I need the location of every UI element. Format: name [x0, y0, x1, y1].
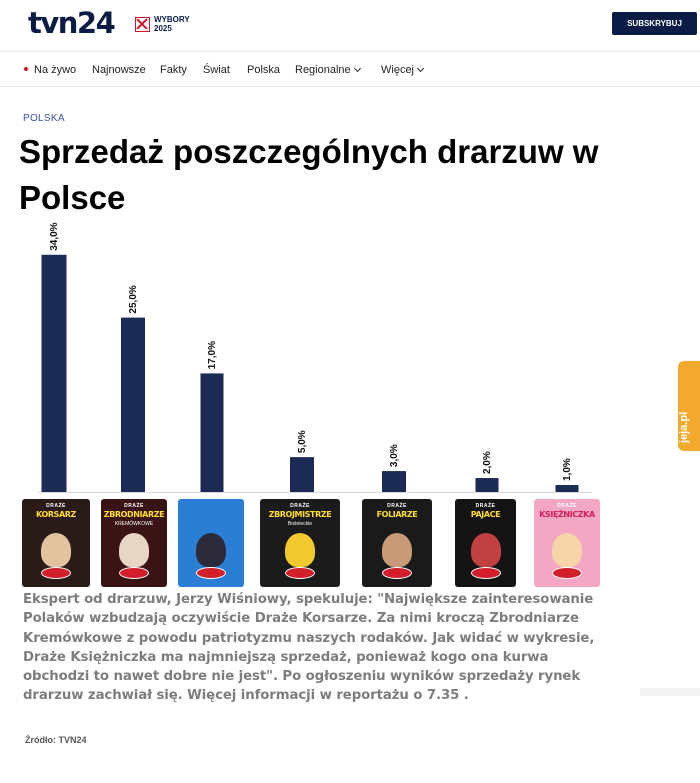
- nav-item-newest[interactable]: Najnowsze: [92, 64, 146, 76]
- main-nav: Na żywo Najnowsze Fakty Świat Polska Reg…: [0, 53, 700, 87]
- nav-item-more[interactable]: Więcej: [381, 64, 425, 76]
- bar-value-label-0: 34,0%: [49, 222, 60, 250]
- ballot-x-icon: [135, 16, 150, 32]
- subscribe-button[interactable]: SUBSKRYBUJ: [612, 12, 697, 35]
- live-dot-icon: [24, 67, 28, 72]
- bar-value-label-4: 3,0%: [389, 444, 400, 467]
- product-pack-5: DRAŻE PAJACE: [455, 499, 516, 587]
- jeja-side-tab[interactable]: jeja.pl: [678, 361, 700, 451]
- bar-value-label-3: 5,0%: [297, 430, 308, 453]
- product-pack-4: DRAŻE FOLIARZE: [362, 499, 432, 587]
- pack-character-image: [552, 533, 582, 567]
- pack-brand: DRAŻE: [124, 503, 144, 509]
- bar-1: [121, 317, 145, 492]
- pack-brand: DRAŻE: [46, 503, 66, 509]
- brand-oval-logo: [552, 567, 582, 579]
- pack-name: KORSARZ: [36, 510, 76, 519]
- brand-oval-logo: [382, 567, 412, 579]
- wybory-label: WYBORY 2025: [154, 15, 190, 33]
- sales-bar-chart: 34,0% 25,0% 17,0% 5,0% 3,0% 2,0% 1,0%: [38, 222, 592, 493]
- product-pack-6: DRAŻE KSIĘŻNICZKA: [534, 499, 600, 587]
- bar-value-label-2: 17,0%: [207, 341, 218, 369]
- nav-item-regional[interactable]: Regionalne: [295, 64, 361, 76]
- nav-item-world[interactable]: Świat: [203, 64, 230, 76]
- chevron-down-icon: [353, 64, 361, 73]
- article-body: Ekspert od drarzuw, Jerzy Wiśniowy, spek…: [23, 592, 595, 704]
- bar-6: [555, 485, 579, 492]
- bar-0: [41, 254, 67, 492]
- pack-name: PAJACE: [470, 510, 501, 519]
- pack-character-image: [196, 533, 226, 567]
- bar-5: [475, 478, 499, 492]
- site-header: tvn24 WYBORY 2025 SUBSKRYBUJ: [0, 0, 700, 52]
- bar-value-label-5: 2,0%: [482, 451, 493, 474]
- source-credit: Źródło: TVN24: [25, 735, 87, 745]
- nav-item-poland[interactable]: Polska: [247, 64, 281, 76]
- pack-character-image: [41, 533, 71, 567]
- pack-brand: DRAŻE: [557, 503, 577, 509]
- pack-name: FOLIARZE: [376, 510, 418, 519]
- chevron-down-icon: [416, 64, 425, 73]
- nav-item-facts[interactable]: Fakty: [160, 64, 187, 76]
- brand-oval-logo: [196, 567, 226, 579]
- bar-2: [200, 373, 224, 492]
- tvn24-logo[interactable]: tvn24: [28, 6, 116, 40]
- product-pack-1: DRAŻE ZBRODNIARZE KREMÓWKOWE: [101, 499, 167, 587]
- pack-brand: DRAŻE: [475, 503, 496, 509]
- section-label[interactable]: POLSKA: [23, 113, 65, 124]
- pack-character-image: [285, 533, 315, 567]
- pack-character-image: [470, 533, 501, 567]
- side-divider: [640, 688, 700, 696]
- pack-subtitle: Bośnieckie: [287, 521, 313, 527]
- pack-name: ZBRODNIARZE: [103, 510, 165, 519]
- brand-oval-logo: [119, 567, 149, 579]
- nav-item-live[interactable]: Na żywo: [24, 64, 76, 76]
- jeja-label: jeja.pl: [678, 411, 690, 443]
- article-headline: Sprzedaż poszczególnych drarzuw w Polsce: [19, 133, 599, 216]
- bar-3: [290, 457, 314, 492]
- pack-character-image: [119, 533, 149, 567]
- pack-subtitle: KREMÓWKOWE: [114, 521, 154, 527]
- pack-name: ZBROJMISTRZE: [268, 510, 332, 519]
- wybory-2025-link[interactable]: WYBORY 2025: [135, 15, 190, 33]
- bar-value-label-6: 1,0%: [562, 458, 573, 481]
- bar-4: [382, 471, 406, 492]
- brand-oval-logo: [41, 567, 71, 579]
- product-pack-2: [178, 499, 244, 587]
- pack-brand: DRAŻE: [387, 503, 407, 509]
- brand-oval-logo: [285, 567, 315, 579]
- brand-oval-logo: [470, 567, 501, 579]
- bar-value-label-1: 25,0%: [128, 285, 139, 313]
- pack-name: KSIĘŻNICZKA: [539, 510, 595, 519]
- product-pack-3: DRAŻE ZBROJMISTRZE Bośnieckie: [260, 499, 340, 587]
- pack-character-image: [382, 533, 412, 567]
- product-pack-0: DRAŻE KORSARZ: [22, 499, 90, 587]
- pack-brand: DRAŻE: [290, 503, 310, 509]
